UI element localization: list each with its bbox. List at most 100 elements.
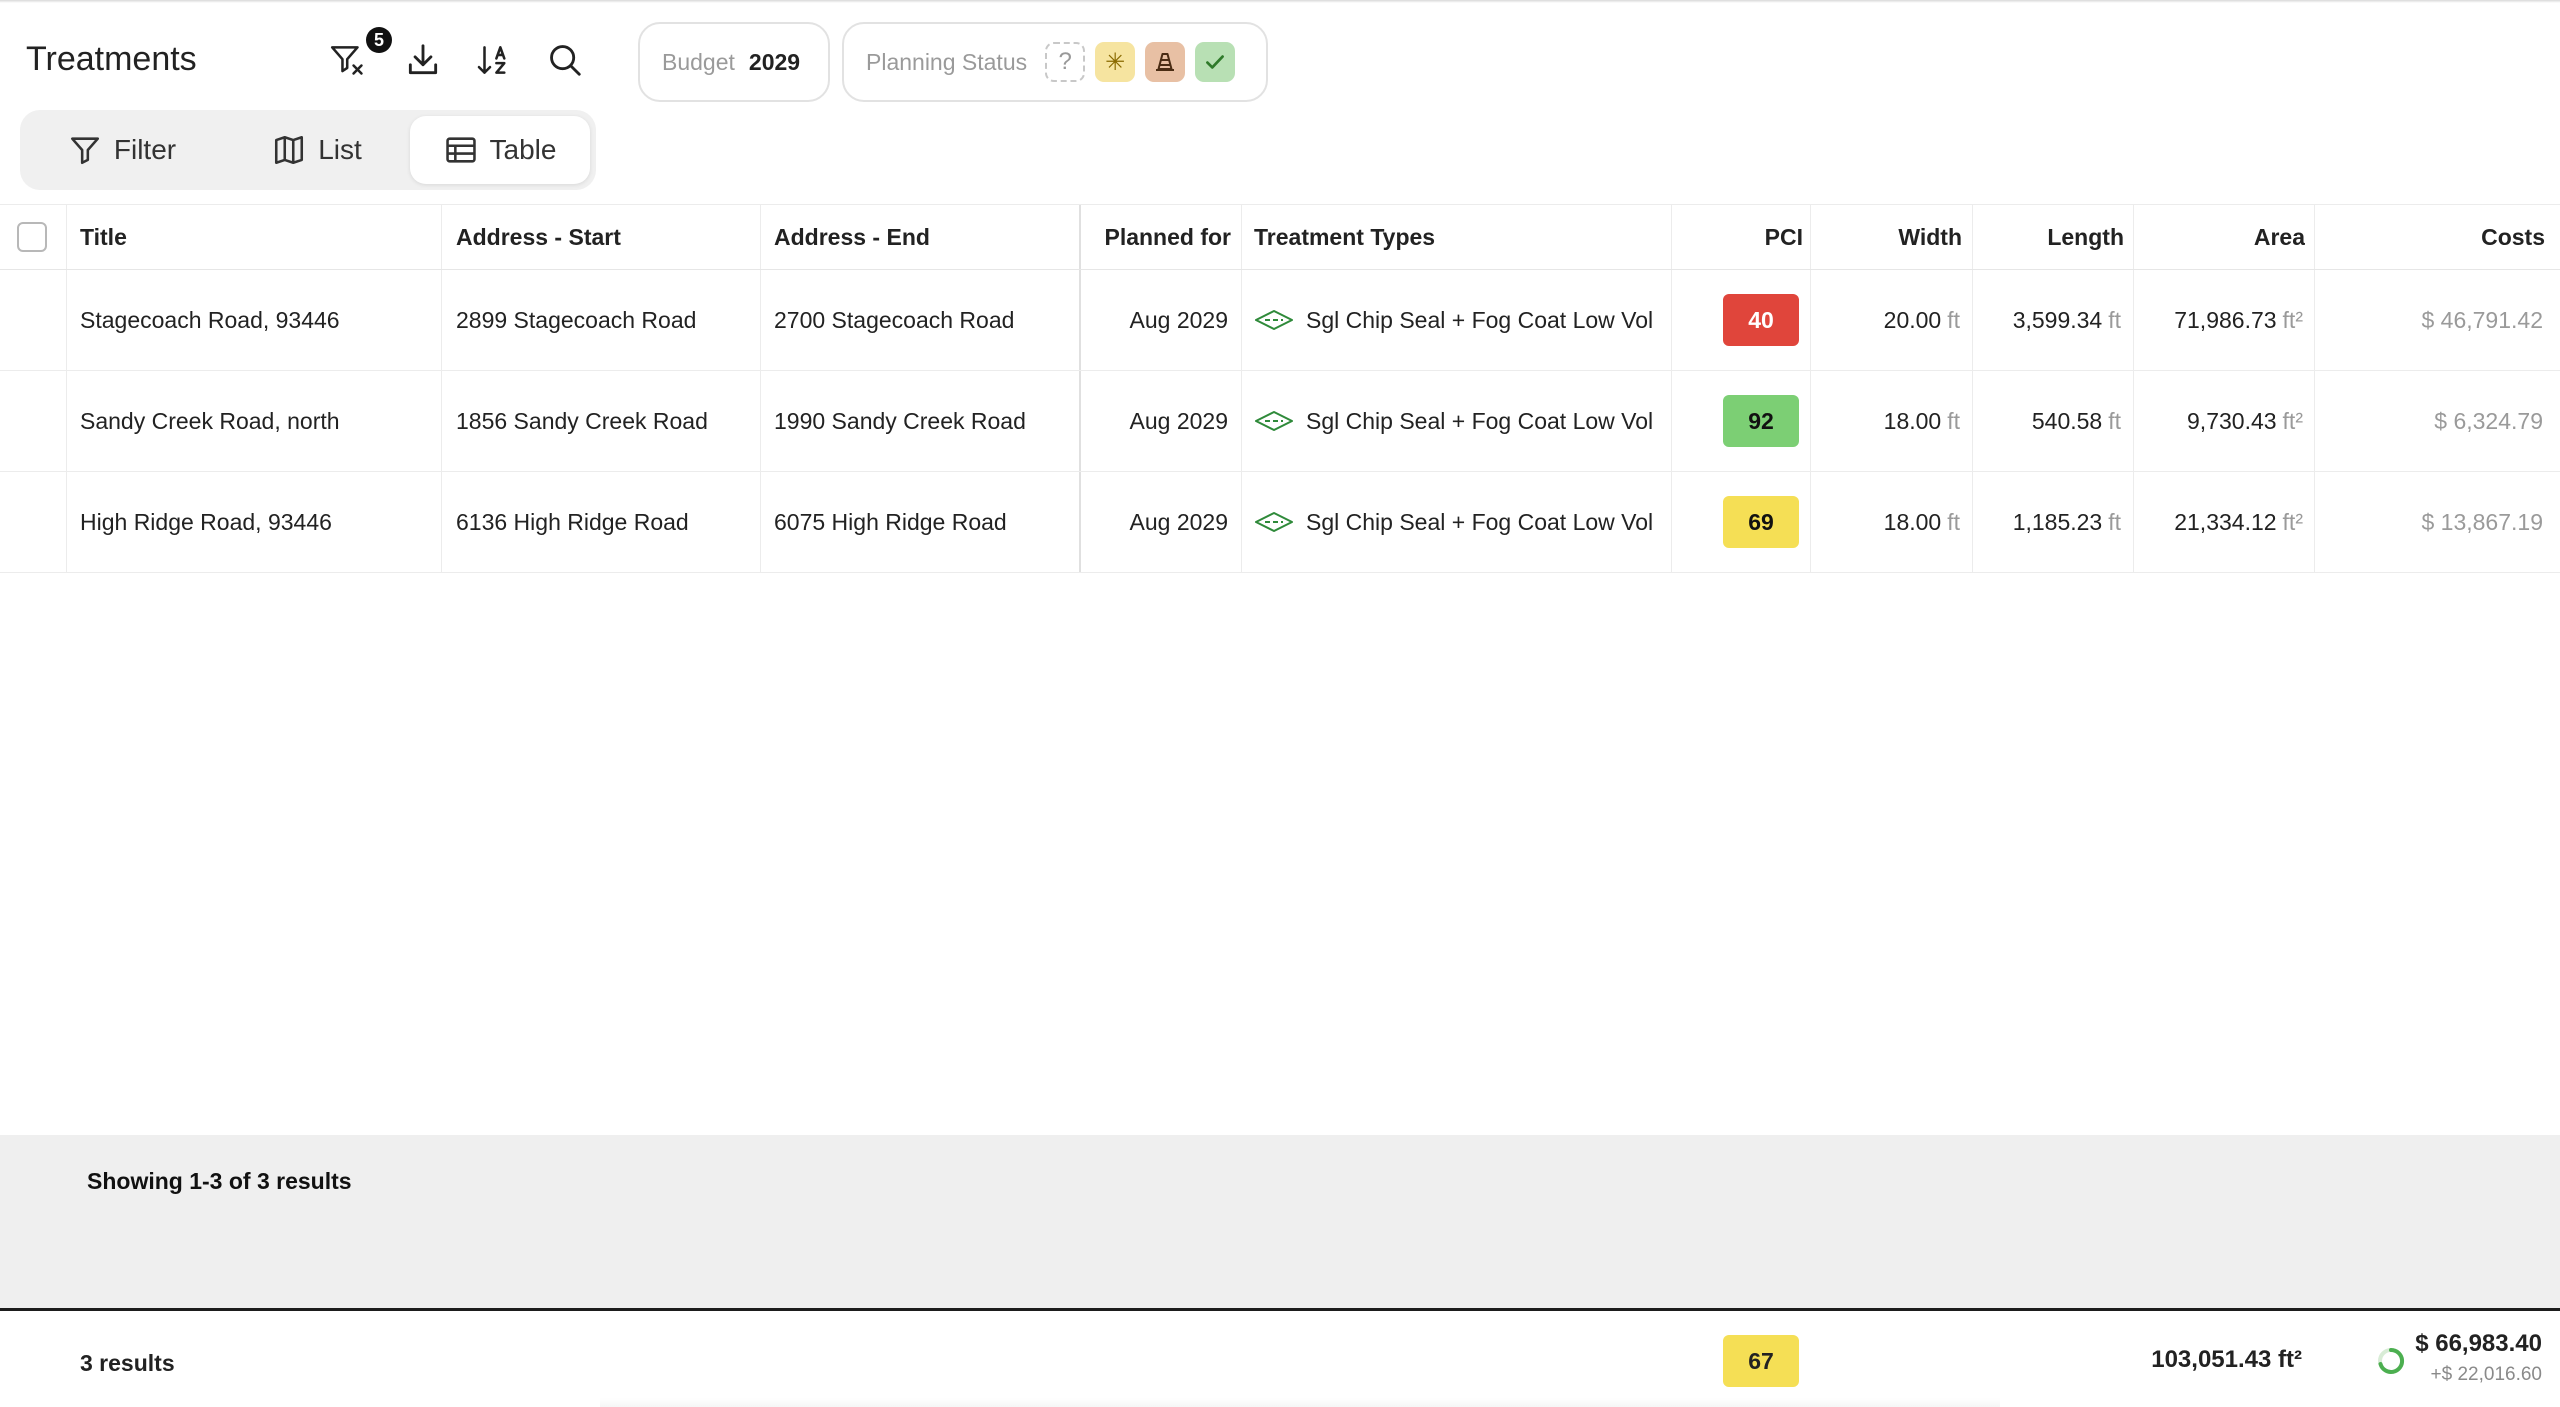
row-treatment-type-label: Sgl Chip Seal + Fog Coat Low Vol: [1306, 508, 1654, 535]
column-header-costs[interactable]: Costs: [2481, 223, 2545, 250]
column-header-address-end[interactable]: Address - End: [774, 223, 930, 250]
column-header-length[interactable]: Length: [2047, 223, 2124, 250]
row-address-end: 6075 High Ridge Road: [774, 508, 1007, 535]
row-area-unit: ft²: [2282, 306, 2303, 333]
row-cost: $ 6,324.79: [2434, 407, 2543, 434]
row-planned-for: Aug 2029: [1129, 407, 1228, 434]
filter-view-button[interactable]: Filter: [42, 116, 202, 184]
row-pci-cell: 69: [1723, 472, 1799, 572]
row-area-unit: ft²: [2282, 407, 2303, 434]
row-address-end: 1990 Sandy Creek Road: [774, 407, 1026, 434]
row-width-unit: ft: [1947, 306, 1960, 333]
table-icon: [445, 137, 476, 163]
table-row[interactable]: Stagecoach Road, 93446 2899 Stagecoach R…: [0, 270, 2560, 371]
pci-badge: 69: [1723, 496, 1799, 548]
row-treatment-type: Sgl Chip Seal + Fog Coat Low Vol: [1254, 371, 1653, 471]
budget-label: Budget: [662, 48, 735, 75]
row-area-value: 9,730.43: [2187, 407, 2277, 434]
column-header-area[interactable]: Area: [2253, 223, 2305, 250]
row-area: 9,730.43 ft²: [2140, 371, 2303, 471]
table-row[interactable]: Sandy Creek Road, north 1856 Sandy Creek…: [0, 371, 2560, 472]
row-area: 71,986.73 ft²: [2140, 270, 2303, 370]
row-planned-for: Aug 2029: [1129, 306, 1228, 333]
row-title: Stagecoach Road, 93446: [80, 306, 340, 333]
row-width: 18.00 ft: [1816, 371, 1960, 471]
row-address-start: 1856 Sandy Creek Road: [456, 407, 708, 434]
budget-selector[interactable]: Budget 2029: [638, 22, 830, 102]
filter-view-label: Filter: [113, 134, 177, 165]
summary-cost-total: $ 66,983.40: [2415, 1330, 2542, 1357]
search-icon: [550, 45, 581, 76]
traffic-cone-icon[interactable]: [1145, 42, 1186, 82]
sort-button[interactable]: [474, 40, 514, 80]
list-view-label: List: [318, 134, 362, 165]
question-icon[interactable]: ?: [1045, 42, 1086, 82]
row-length: 540.58 ft: [1978, 371, 2121, 471]
search-button[interactable]: [545, 40, 585, 80]
page-title: Treatments: [26, 40, 197, 78]
row-treatment-type-label: Sgl Chip Seal + Fog Coat Low Vol: [1306, 407, 1654, 434]
row-title: High Ridge Road, 93446: [80, 508, 332, 535]
row-length-value: 1,185.23: [2012, 508, 2103, 535]
map-icon: [275, 135, 304, 165]
row-length-unit: ft: [2108, 306, 2121, 333]
clear-filters-button[interactable]: [328, 40, 368, 80]
table-view-button[interactable]: Table: [410, 116, 590, 184]
filter-icon: [70, 137, 99, 165]
summary-pci-badge: 67: [1723, 1335, 1799, 1387]
download-icon: [408, 44, 438, 75]
pci-badge: 40: [1723, 294, 1799, 346]
column-header-planned-for[interactable]: Planned for: [1104, 223, 1231, 250]
row-area-value: 21,334.12: [2174, 508, 2277, 535]
table-row[interactable]: High Ridge Road, 93446 6136 High Ridge R…: [0, 472, 2560, 573]
summary-cost-delta: +$ 22,016.60: [2430, 1364, 2542, 1385]
row-length-value: 3,599.34: [2012, 306, 2103, 333]
asterisk-icon[interactable]: ✳: [1095, 42, 1136, 82]
row-title: Sandy Creek Road, north: [80, 407, 340, 434]
column-header-treatment-types[interactable]: Treatment Types: [1254, 223, 1436, 250]
column-header-pci[interactable]: PCI: [1764, 223, 1803, 250]
planning-status-filter[interactable]: Planning Status ? ✳: [842, 22, 1268, 102]
row-treatment-type: Sgl Chip Seal + Fog Coat Low Vol: [1254, 270, 1653, 370]
row-length: 3,599.34 ft: [1978, 270, 2121, 370]
row-width-value: 20.00: [1883, 306, 1942, 333]
filter-count-badge: 5: [366, 27, 392, 53]
row-address-end: 2700 Stagecoach Road: [774, 306, 1015, 333]
row-cost: $ 46,791.42: [2421, 306, 2543, 333]
filter-clear-icon: [330, 46, 363, 75]
budget-value: 2029: [748, 48, 801, 75]
road-treatment-icon: [1255, 310, 1293, 330]
treatments-table: Title Address - Start Address - End Plan…: [0, 204, 2560, 573]
download-button[interactable]: [403, 40, 443, 80]
planning-status-label: Planning Status: [866, 48, 1028, 75]
row-length-value: 540.58: [2031, 407, 2103, 434]
row-area-unit: ft²: [2282, 508, 2303, 535]
summary-shadow: [600, 1398, 2000, 1407]
row-treatment-type: Sgl Chip Seal + Fog Coat Low Vol: [1254, 472, 1653, 572]
table-view-label: Table: [489, 134, 557, 165]
row-area-value: 71,986.73: [2174, 306, 2277, 333]
column-header-title[interactable]: Title: [80, 223, 127, 250]
select-all-checkbox[interactable]: [17, 222, 47, 252]
row-width-unit: ft: [1947, 407, 1960, 434]
row-length-unit: ft: [2108, 508, 2121, 535]
row-width: 18.00 ft: [1816, 472, 1960, 572]
results-range-text: Showing 1-3 of 3 results: [87, 1168, 352, 1194]
row-planned-for: Aug 2029: [1129, 508, 1228, 535]
row-address-start: 2899 Stagecoach Road: [456, 306, 697, 333]
pci-badge: 92: [1723, 395, 1799, 447]
column-header-address-start[interactable]: Address - Start: [456, 223, 621, 250]
view-toggle: Filter List Table: [20, 110, 596, 190]
row-width-value: 18.00: [1883, 407, 1942, 434]
check-icon[interactable]: [1195, 42, 1236, 82]
row-treatment-type-label: Sgl Chip Seal + Fog Coat Low Vol: [1306, 306, 1654, 333]
column-header-width[interactable]: Width: [1898, 223, 1962, 250]
summary-bar: [0, 1308, 2560, 1407]
row-length: 1,185.23 ft: [1978, 472, 2121, 572]
row-pci-cell: 40: [1723, 270, 1799, 370]
list-view-button[interactable]: List: [232, 116, 402, 184]
row-length-unit: ft: [2108, 407, 2121, 434]
sort-az-icon: [477, 46, 506, 74]
road-treatment-icon: [1255, 411, 1293, 431]
table-header-row: Title Address - Start Address - End Plan…: [0, 204, 2560, 270]
